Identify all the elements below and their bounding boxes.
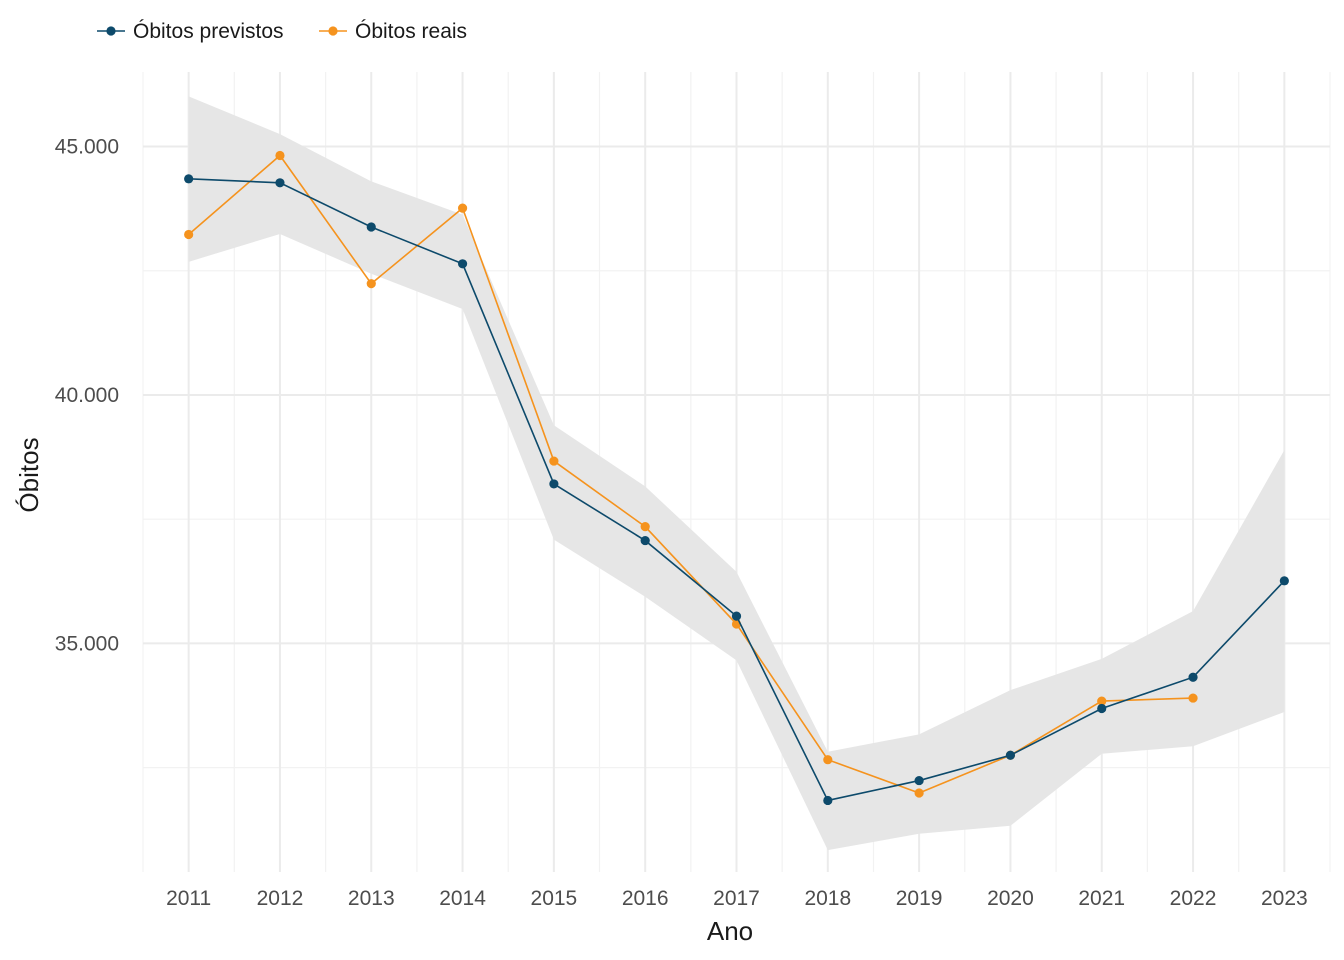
series-layer	[184, 150, 1289, 806]
point-previstos-2022	[1188, 672, 1198, 682]
legend-marker-previstos	[106, 26, 116, 36]
point-previstos-2018	[823, 795, 833, 806]
series-line-reais	[188, 154, 1194, 794]
point-previstos-2013	[366, 222, 376, 232]
point-reais-2012	[275, 150, 285, 161]
point-previstos-2014	[457, 259, 468, 269]
point-reais-2014	[457, 203, 468, 213]
legend-item-previstos: Óbitos previstos	[97, 20, 284, 43]
point-previstos-2020	[1005, 750, 1016, 760]
point-reais-2021	[1097, 696, 1107, 706]
point-previstos-2021	[1097, 703, 1107, 714]
x-tick-label: 2021	[1078, 887, 1125, 910]
x-tick-label: 2018	[804, 887, 851, 910]
point-previstos-2011	[184, 174, 194, 184]
legend-label-reais: Óbitos reais	[355, 20, 467, 43]
y-tick-label: 40.000	[55, 384, 119, 407]
confidence-band	[188, 96, 1285, 851]
confidence-band-area	[188, 96, 1285, 851]
legend-item-reais: Óbitos reais	[319, 20, 467, 43]
x-tick-label: 2020	[987, 887, 1034, 910]
point-reais-2016	[640, 522, 650, 532]
point-reais-2018	[823, 755, 833, 765]
point-previstos-2019	[914, 775, 924, 786]
x-tick-label: 2015	[531, 887, 578, 910]
point-reais-2015	[549, 456, 559, 466]
point-reais-2022	[1188, 693, 1198, 703]
x-tick-label: 2011	[166, 887, 211, 910]
point-reais-2011	[184, 229, 194, 240]
x-tick-label: 2014	[439, 887, 486, 910]
point-reais-2013	[366, 279, 376, 289]
point-previstos-2012	[275, 178, 285, 188]
x-tick-label: 2022	[1170, 887, 1217, 910]
x-tick-label: 2013	[348, 887, 395, 910]
x-tick-label: 2012	[257, 887, 304, 910]
y-tick-label: 35.000	[55, 632, 119, 655]
point-previstos-2016	[640, 535, 650, 546]
point-reais-2019	[914, 788, 924, 798]
y-axis-title: Óbitos	[14, 437, 44, 512]
point-previstos-2023	[1279, 576, 1289, 586]
x-tick-label: 2016	[622, 887, 669, 910]
legend: Óbitos previstos Óbitos reais	[97, 20, 467, 43]
x-tick-label: 2017	[713, 887, 760, 910]
y-tick-label: 45.000	[55, 136, 119, 159]
x-axis-ticks: 2011 2012 2013 2014 2015 2016 2017 2018 2019 2020…	[166, 887, 1308, 910]
point-previstos-2017	[731, 611, 742, 621]
y-axis-ticks: 35.000 40.000 45.000	[55, 136, 119, 656]
x-tick-label: 2023	[1261, 887, 1308, 910]
point-previstos-2015	[549, 479, 559, 489]
x-axis-title: Ano	[707, 916, 753, 946]
legend-label-previstos: Óbitos previstos	[133, 20, 284, 43]
legend-marker-reais	[328, 26, 338, 36]
x-tick-label: 2019	[896, 887, 943, 910]
